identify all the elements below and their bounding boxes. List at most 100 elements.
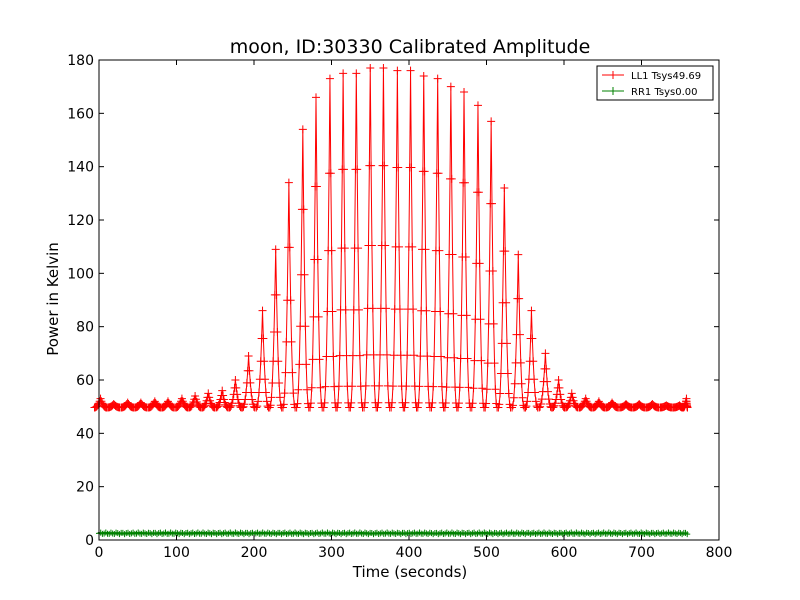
series-ll1-point	[528, 334, 537, 343]
series-ll1-point	[427, 403, 436, 412]
series-ll1-point	[517, 379, 526, 388]
series-ll1-point	[261, 375, 270, 384]
y-tick-label: 120	[67, 213, 94, 229]
series-ll1-point	[470, 356, 479, 365]
y-axis-label: Power in Kelvin	[44, 242, 62, 356]
series-ll1-point	[281, 368, 290, 377]
series-ll1-point	[536, 400, 545, 409]
series-ll1-point	[320, 398, 329, 407]
series-ll1-point	[228, 399, 237, 408]
series-ll1-point	[163, 397, 172, 406]
series-ll1-point	[456, 354, 465, 363]
y-tick-label: 160	[67, 106, 94, 122]
y-tick-label: 0	[85, 533, 94, 549]
series-ll1-point	[308, 355, 317, 364]
series-ll1-point	[446, 82, 455, 91]
x-tick-label: 400	[396, 545, 423, 561]
series-ll1-point	[455, 383, 464, 392]
series-ll1	[90, 64, 692, 412]
series-ll1-point	[260, 357, 269, 366]
series-ll1-point	[683, 403, 692, 412]
series-ll1-point	[287, 337, 296, 346]
series-ll1-point	[288, 368, 297, 377]
series-ll1-point	[395, 242, 404, 251]
x-tick-label: 700	[628, 545, 655, 561]
series-ll1-point	[233, 395, 242, 404]
series-ll1-point	[285, 243, 294, 252]
series-ll1-point	[319, 403, 328, 412]
legend-item: LL1 Tsys49.69	[602, 71, 701, 82]
series-ll1-point	[475, 259, 484, 268]
series-ll1-point	[535, 403, 544, 412]
series-ll1-point	[501, 247, 510, 256]
series-ll1-point	[530, 375, 539, 384]
series-ll1-point	[292, 403, 301, 412]
series-ll1-point	[414, 398, 423, 407]
series-ll1-point	[200, 402, 209, 411]
series-ll1-point	[428, 398, 437, 407]
series-ll1-point	[335, 351, 344, 360]
series-ll1-point	[367, 241, 376, 250]
series-ll1-point	[409, 305, 418, 314]
series-ll1-point	[419, 72, 428, 80]
series-ll1-point	[555, 383, 564, 392]
series-ll1-point	[268, 378, 277, 387]
series-ll1-point	[204, 389, 213, 398]
x-tick-label: 100	[163, 545, 190, 561]
series-ll1-point	[508, 401, 517, 410]
series-ll1-point	[482, 399, 491, 408]
series-ll1-point	[437, 382, 446, 391]
plot-frame	[98, 59, 720, 541]
series-ll1-point	[262, 397, 271, 406]
chart-title: moon, ID:30330 Calibrated Amplitude	[230, 36, 591, 58]
y-tick-label: 20	[76, 480, 94, 496]
series-ll1-point	[382, 350, 391, 359]
series-ll1-point	[241, 395, 250, 404]
series-ll1-point	[178, 397, 187, 406]
series-ll1-point	[509, 393, 518, 402]
series-ll1-point	[556, 390, 565, 399]
series-ll1-point	[469, 384, 478, 393]
series-ll1-point	[541, 349, 550, 358]
x-tick-label: 0	[95, 545, 104, 561]
series-ll1-point	[299, 205, 308, 214]
series-ll1-point	[271, 245, 280, 254]
series-ll1-point	[435, 246, 444, 255]
x-tick-label: 500	[473, 545, 500, 561]
series-ll1-point	[531, 397, 540, 406]
series-ll1-point	[312, 93, 320, 102]
series-ll1-point	[233, 390, 242, 399]
series-ll1-point	[382, 304, 391, 313]
series-ll1-point	[393, 66, 402, 75]
series-ll1-point	[325, 74, 334, 83]
series-ll1-point	[362, 350, 371, 359]
series-ll1-point	[334, 382, 343, 391]
series-ll1-point	[564, 401, 573, 410]
series-ll1-point	[306, 399, 315, 408]
series-ll1-point	[313, 255, 322, 264]
legend-marker	[609, 87, 617, 95]
series-ll1-point	[567, 389, 576, 398]
series-ll1-point	[306, 403, 315, 412]
series-ll1-point	[341, 305, 350, 314]
series-ll1-line	[94, 67, 688, 408]
series-ll1-point	[284, 178, 293, 187]
series-ll1-point	[502, 339, 511, 348]
series-ll1-point	[437, 352, 446, 361]
legend-item: RR1 Tsys0.00	[602, 87, 698, 98]
series-ll1-point	[333, 403, 342, 412]
series-ll1-point	[421, 245, 430, 254]
series-ll1-point	[473, 101, 482, 110]
series-ll1-point	[408, 242, 417, 251]
series-ll1-point	[238, 403, 247, 412]
series-ll1-point	[367, 161, 376, 170]
series-ll1-point	[482, 385, 491, 394]
series-ll1-point	[279, 400, 288, 409]
y-tick-label: 60	[76, 373, 94, 389]
series-ll1-point	[468, 399, 477, 408]
series-ll1-point	[379, 64, 388, 72]
series-ll1-point	[430, 352, 439, 361]
series-ll1-point	[449, 309, 458, 318]
series-ll1-point	[524, 388, 533, 397]
series-ll1-point	[275, 393, 284, 402]
